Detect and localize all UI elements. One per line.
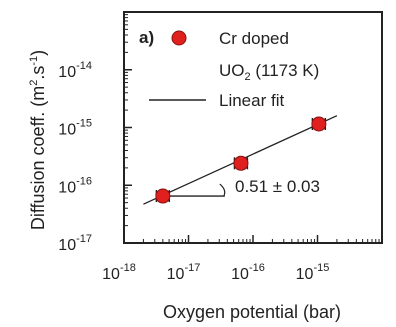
legend-label-cr-doped: Cr doped [219,29,289,48]
y-label-sep: .s [28,66,48,80]
y-tick-base: 10 [58,122,76,139]
x-tick-label: 10-16 [231,262,265,283]
y-tick-label: 10-15 [58,118,92,139]
x-tick-exp: -16 [249,262,265,274]
legend-uo2-sub: 2 [245,71,251,83]
y-label-sq: 2 [28,80,40,86]
x-tick-label: 10-17 [167,262,201,283]
y-tick-base: 10 [58,179,76,196]
slope-annotation-group [162,183,226,197]
legend-label-uo2: UO2 (1173 K) [219,61,319,83]
legend-uo2-rest: (1173 K) [251,61,320,80]
x-axis-label: Oxygen potential (bar) [163,302,341,322]
y-tick-exp: -16 [76,175,92,187]
y-label-close: ) [28,50,48,56]
slope-annotation: 0.51 ± 0.03 [235,177,320,196]
x-tick-label: 10-15 [296,262,330,283]
x-tick-labels: 10-18 10-17 10-16 10-15 [102,262,329,283]
data-points [155,116,327,204]
x-tick-base: 10 [102,266,120,283]
axis-ticks [124,14,380,243]
data-point-2 [233,155,249,171]
y-tick-base: 10 [58,64,76,81]
x-tick-label: 10-18 [102,262,136,283]
legend-label-linear-fit: Linear fit [219,91,284,110]
y-tick-base: 10 [58,237,76,254]
y-tick-label: 10-17 [58,233,92,254]
y-tick-label: 10-16 [58,175,92,196]
x-tick-base: 10 [296,266,314,283]
y-label-exp: -1 [28,56,40,66]
y-label-main: Diffusion coeff. (m [28,86,48,230]
data-point-1 [155,188,171,204]
legend-uo2-base: UO [219,61,245,80]
x-tick-base: 10 [167,266,185,283]
y-tick-exp: -15 [76,118,92,130]
y-tick-exp: -17 [76,233,92,245]
legend-marker-cr-doped [171,30,187,46]
y-tick-exp: -14 [76,60,92,72]
x-tick-exp: -17 [184,262,200,274]
y-tick-label: 10-14 [58,60,92,81]
legend: Cr doped UO2 (1173 K) Linear fit [149,29,319,110]
data-point-3 [311,116,327,132]
slope-angle-arc [219,183,226,197]
y-axis-label: Diffusion coeff. (m2.s-1) [28,50,48,230]
x-tick-base: 10 [231,266,249,283]
x-tick-exp: -18 [120,262,136,274]
panel-label: a) [139,28,154,47]
x-tick-exp: -15 [313,262,329,274]
